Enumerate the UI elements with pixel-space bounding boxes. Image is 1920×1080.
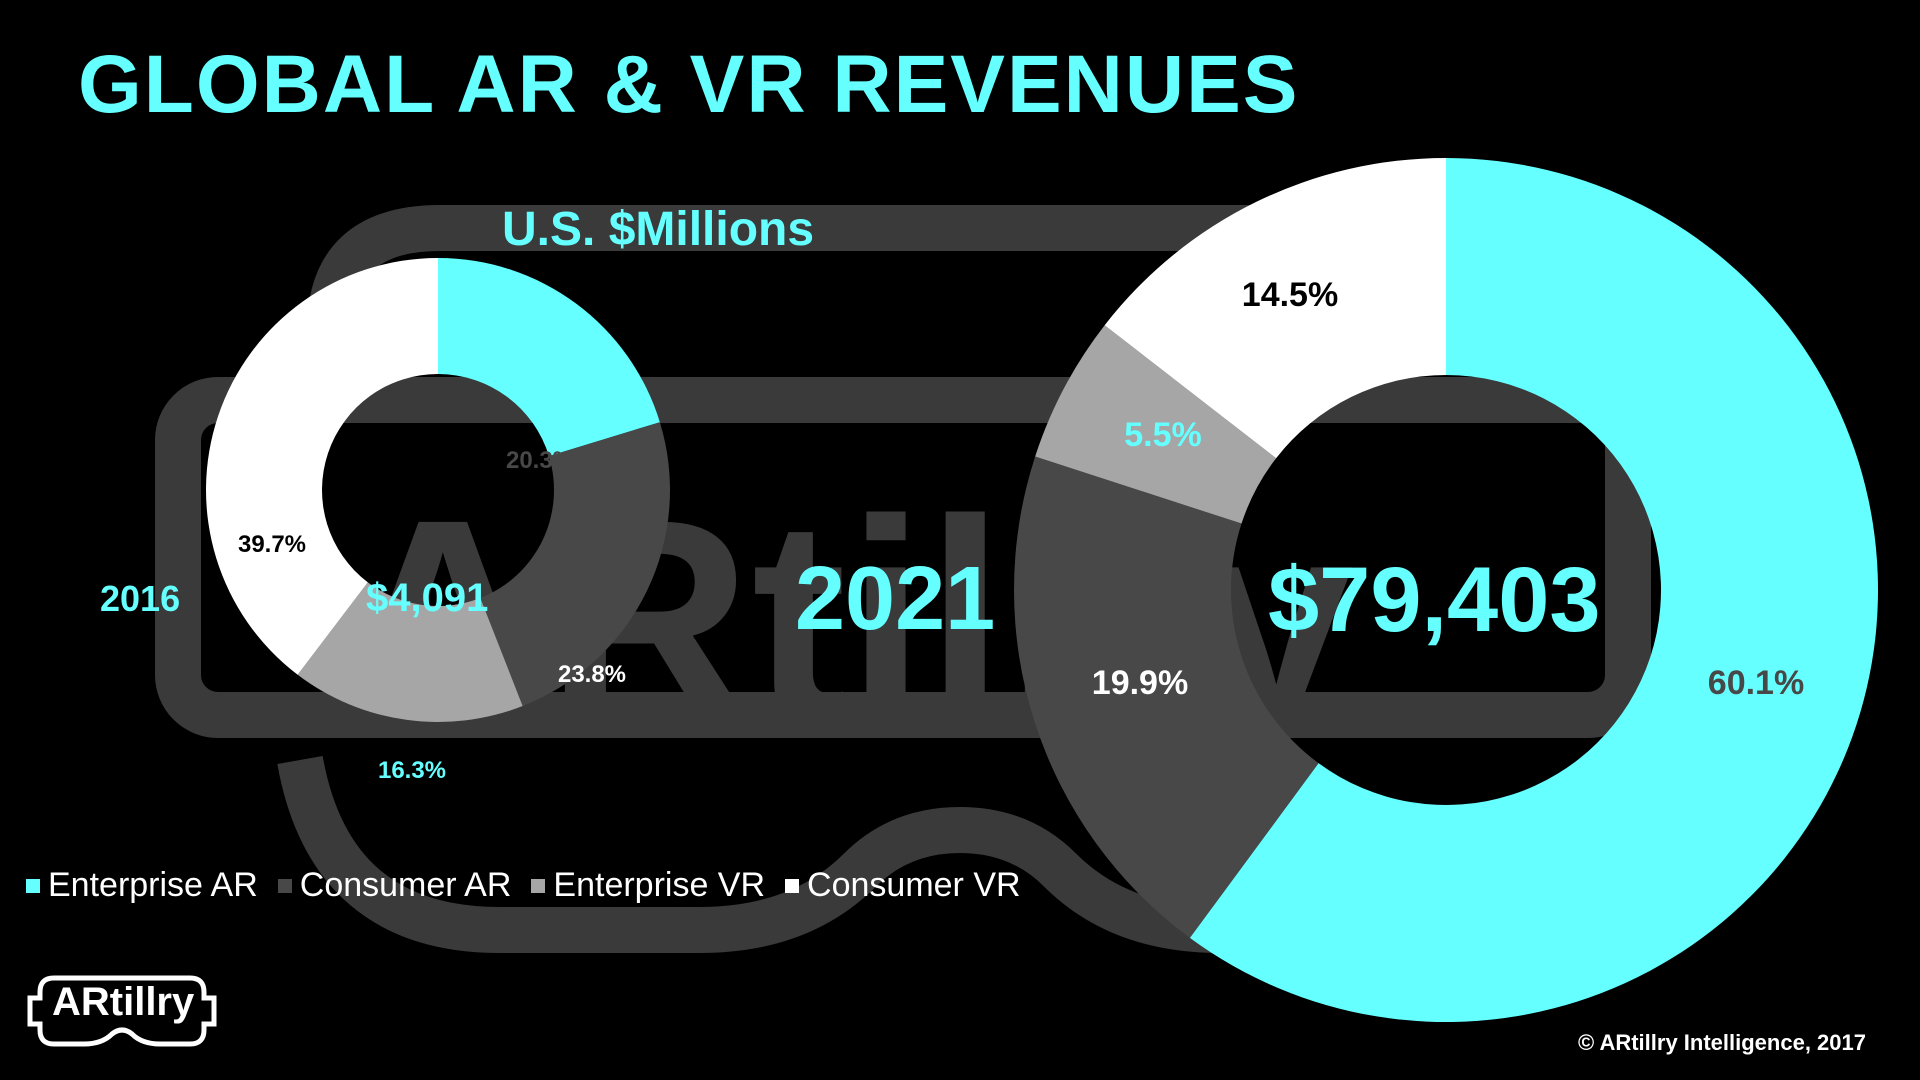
legend-item-enterprise-ar: Enterprise AR [26,866,258,905]
slice-2021-enterprise-vr [1035,325,1277,524]
slice-label-2021-enterprise-ar: 60.1% [1708,664,1804,702]
slice-2021-consumer-ar [1014,456,1319,938]
slice-label-2021-consumer-ar: 19.9% [1092,664,1188,702]
slice-label-2016-enterprise-vr: 16.3% [378,757,446,784]
total-label-2016: $4,091 [366,576,489,620]
slice-label-2016-consumer-vr: 39.7% [238,531,306,558]
donut-chart-2016: 20.3%23.8%16.3%39.7% [206,258,670,784]
legend-label: Enterprise AR [48,866,258,904]
slice-2016-consumer-ar [480,422,670,707]
donut-chart-2021: 60.1% 19.9% 5.5% 14.5% [1014,158,1878,1023]
chart-subtitle: U.S. $Millions [502,203,815,256]
slice-2021-enterprise-ar [1189,158,1878,1023]
page-title: GLOBAL AR & VR REVENUES [78,39,1300,130]
legend-swatch [531,878,546,893]
slice-2021-consumer-vr [1104,158,1446,459]
slice-label-2021-enterprise-vr: 5.5% [1124,416,1202,454]
legend-item-enterprise-vr: Enterprise VR [531,866,765,905]
slice-label-2021-consumer-vr: 14.5% [1242,276,1338,314]
slice-2016-consumer-vr [206,258,438,675]
legend-label: Enterprise VR [553,866,766,904]
copyright: © ARtillry Intelligence, 2017 [1577,1030,1866,1055]
logo-headset-icon [27,975,217,1047]
legend-label: Consumer VR [807,866,1021,904]
total-label-2021: $79,403 [1268,549,1601,651]
legend: Enterprise AR Consumer AR Enterprise VR … [26,866,1021,905]
legend-swatch [26,878,40,893]
slice-label-2016-consumer-ar: 23.8% [558,661,626,688]
legend-item-consumer-vr: Consumer VR [785,866,1021,905]
legend-item-consumer-ar: Consumer AR [277,866,512,905]
logo-text: ARtillry [52,980,195,1024]
slice-2016-enterprise-ar [438,258,660,457]
legend-label: Consumer AR [299,866,512,904]
year-label-2016: 2016 [100,578,181,619]
slice-2016-enterprise-vr [297,582,523,723]
artillry-logo: ARtillry [24,968,220,1050]
legend-swatch [785,878,800,893]
legend-swatch [277,878,292,893]
year-label-2021: 2021 [795,549,996,649]
